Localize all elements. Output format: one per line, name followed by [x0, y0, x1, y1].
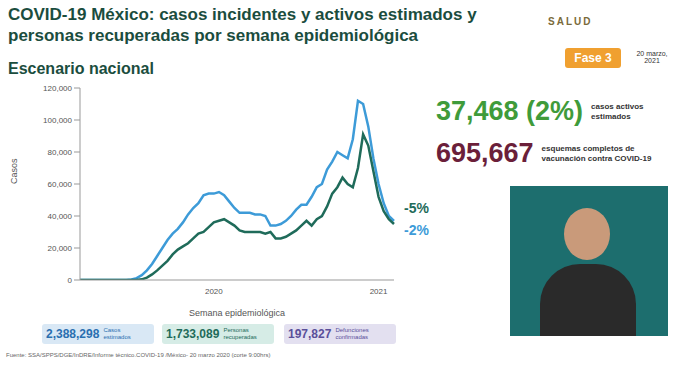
html-text:Casos estimados: Casos estimados	[103, 327, 131, 340]
html-text:695,667: 695,667	[436, 138, 534, 168]
html-text:Defunciones confirmadas: Defunciones confirmadas	[335, 327, 369, 340]
svg-text:0: 0	[68, 276, 73, 285]
html-text:37,468 (2%): 37,468 (2%)	[436, 96, 584, 126]
svg-text:2020: 2020	[205, 287, 223, 296]
html-text:1,733,089: 1,733,089	[166, 327, 220, 341]
html-text:casos activos estimados: casos activos estimados	[591, 101, 644, 121]
html-text:SALUD: SALUD	[548, 16, 593, 27]
html-text:COVID-19 México: casos inciden: COVID-19 México: casos incidentes y acti…	[8, 5, 477, 45]
svg-text:Casos: Casos	[9, 158, 19, 184]
svg-text:60,000: 60,000	[48, 180, 73, 189]
svg-text:100,000: 100,000	[43, 116, 72, 125]
svg-text:2021: 2021	[370, 287, 388, 296]
html-text:-5%: -5%	[404, 200, 429, 216]
html-text:Fase 3: Fase 3	[574, 51, 612, 65]
html-text:Personas recuperadas: Personas recuperadas	[223, 327, 257, 340]
html-text:Fuente: SSA/SPPS/DGE/InDRE/Inf: Fuente: SSA/SPPS/DGE/InDRE/Informe técni…	[6, 352, 271, 358]
html-text:2,388,298: 2,388,298	[46, 327, 100, 341]
svg-text:Semana epidemiológica: Semana epidemiológica	[189, 308, 285, 318]
svg-text:20,000: 20,000	[48, 244, 73, 253]
html-text:Escenario nacional: Escenario nacional	[8, 60, 154, 77]
html-text:esquemas completos de vacunaci: esquemas completos de vacunación contra …	[541, 143, 652, 163]
svg-text:80,000: 80,000	[48, 148, 73, 157]
html-text:197,827: 197,827	[288, 327, 332, 341]
html-text:-2%: -2%	[404, 222, 429, 238]
svg-text:40,000: 40,000	[48, 212, 73, 221]
svg-text:120,000: 120,000	[43, 84, 72, 93]
html-text:20 marzo, 2021: 20 marzo, 2021	[636, 50, 668, 64]
